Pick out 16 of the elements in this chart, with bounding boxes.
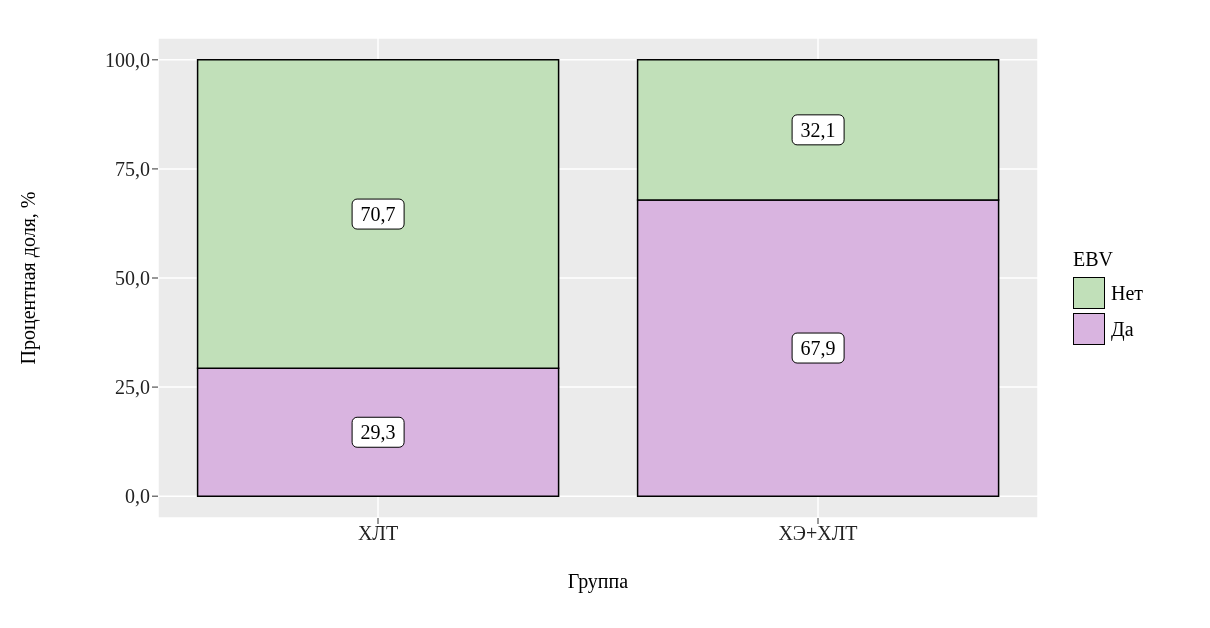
data-label: 32,1 bbox=[800, 118, 836, 141]
y-tick-label: 50,0 bbox=[115, 267, 150, 290]
y-axis-title: Процентная доля, % bbox=[17, 191, 41, 365]
y-tick-label: 75,0 bbox=[115, 158, 150, 181]
y-tick-label: 25,0 bbox=[115, 376, 150, 399]
data-label: 29,3 bbox=[360, 421, 396, 444]
legend-label: Нет bbox=[1111, 281, 1144, 305]
legend-title: EBV bbox=[1073, 248, 1114, 271]
y-tick-label: 0,0 bbox=[125, 485, 150, 508]
legend-label: Да bbox=[1111, 317, 1134, 341]
data-label: 70,7 bbox=[360, 203, 396, 226]
x-tick-label: ХЛТ bbox=[357, 522, 399, 545]
data-label: 67,9 bbox=[800, 337, 836, 360]
x-axis-title: Группа bbox=[567, 570, 629, 593]
y-tick-label: 100,0 bbox=[105, 48, 150, 71]
x-tick-label: ХЭ+ХЛТ bbox=[778, 522, 858, 545]
